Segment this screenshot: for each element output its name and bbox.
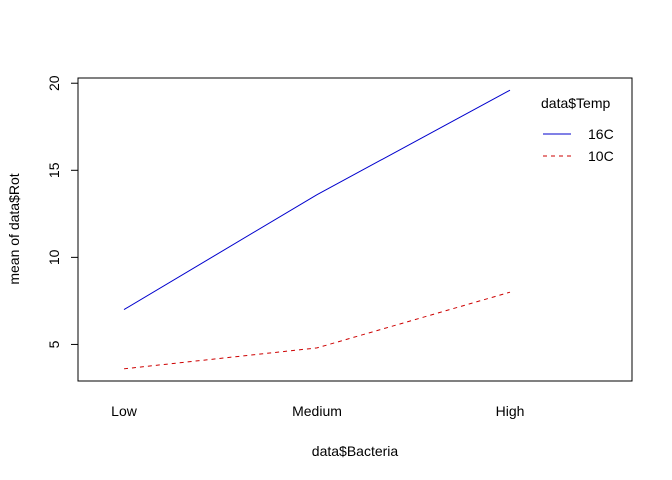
plot-frame xyxy=(77,77,633,382)
y-axis: 5 10 15 20 xyxy=(46,75,79,348)
series-line-10C xyxy=(123,291,511,370)
series-layer xyxy=(123,89,511,370)
y-tick-label: 20 xyxy=(46,75,62,91)
legend-label: 10C xyxy=(588,148,614,164)
y-tick-label: 15 xyxy=(46,162,62,178)
x-tick-label: Medium xyxy=(292,403,342,419)
x-tick-label: Low xyxy=(111,403,138,419)
y-tick-label: 10 xyxy=(46,249,62,265)
y-axis-title: mean of data$Rot xyxy=(6,173,22,284)
legend-title: data$Temp xyxy=(541,95,610,111)
x-axis: Low Medium High xyxy=(111,403,524,419)
x-axis-title: data$Bacteria xyxy=(312,443,399,459)
x-tick-label: High xyxy=(496,403,525,419)
legend-label: 16C xyxy=(588,126,614,142)
y-tick-label: 5 xyxy=(46,340,62,348)
series-line-16C xyxy=(123,89,511,311)
